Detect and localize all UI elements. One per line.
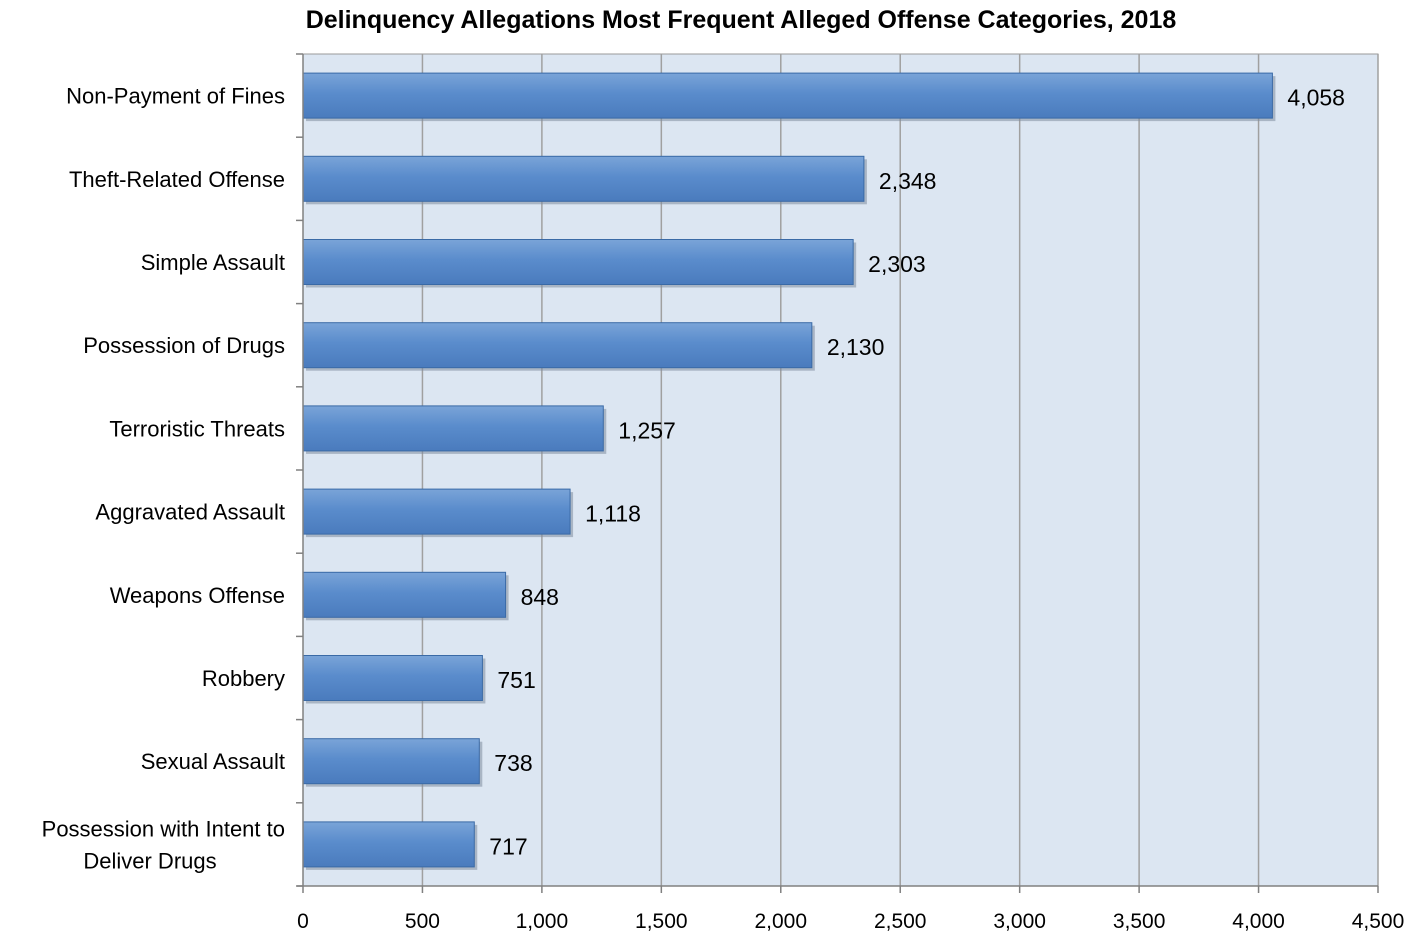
category-label: Terroristic Threats [109, 416, 285, 441]
bar [302, 155, 865, 202]
bar [302, 821, 475, 868]
category-label: Robbery [202, 666, 285, 691]
data-label: 848 [521, 584, 559, 610]
x-tick-label: 2,500 [874, 910, 927, 933]
data-label: 2,303 [868, 251, 926, 277]
x-tick-label: 500 [405, 910, 440, 933]
x-tick-label: 1,500 [635, 910, 688, 933]
bar [302, 655, 483, 701]
x-tick-label: 3,500 [1113, 910, 1166, 933]
x-tick-label: 2,000 [754, 910, 807, 933]
chart-title: Delinquency Allegations Most Frequent Al… [305, 6, 1177, 34]
category-label: Non-Payment of Fines [66, 84, 285, 109]
x-tick-label: 3,000 [993, 910, 1046, 933]
data-label: 1,118 [585, 501, 641, 527]
bar [302, 322, 813, 369]
data-label: 2,130 [827, 334, 885, 360]
category-label: Theft-Related Offense [69, 167, 285, 192]
bar [302, 239, 854, 285]
category-label: Weapons Offense [110, 583, 285, 608]
data-label: 2,348 [879, 168, 937, 194]
data-label: 4,058 [1287, 85, 1345, 111]
category-label: Possession with Intent to [42, 816, 285, 841]
bar [302, 738, 480, 785]
x-tick-label: 4,500 [1352, 910, 1405, 933]
x-tick-label: 0 [297, 910, 309, 933]
bar [302, 571, 507, 618]
bar [302, 405, 604, 452]
data-label: 717 [489, 833, 527, 859]
category-label: Sexual Assault [141, 749, 285, 774]
data-label: 751 [497, 667, 535, 693]
x-tick-label: 1,000 [516, 910, 569, 933]
bar [302, 72, 1273, 119]
category-label: Aggravated Assault [95, 500, 285, 525]
bar [302, 488, 571, 535]
data-label: 738 [494, 750, 532, 776]
category-label: Simple Assault [141, 250, 285, 275]
data-label: 1,257 [618, 417, 676, 443]
category-label: Deliver Drugs [83, 848, 216, 873]
category-label: Possession of Drugs [83, 333, 285, 358]
x-tick-label: 4,000 [1232, 910, 1285, 933]
